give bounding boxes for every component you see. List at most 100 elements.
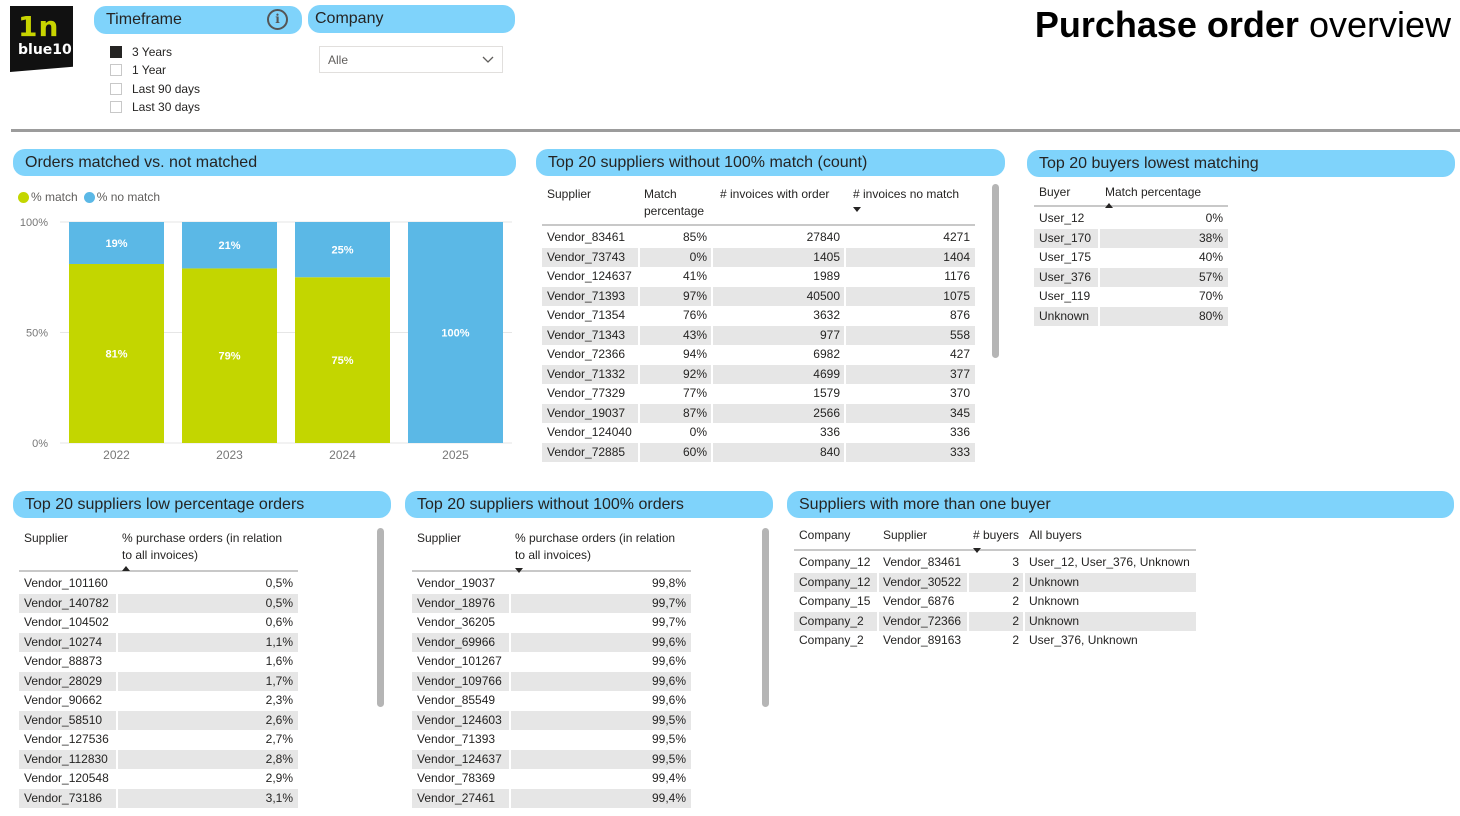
table-row[interactable]: Vendor_124040 0% 336 336 <box>542 423 975 443</box>
table-cell: 3 <box>1012 555 1019 569</box>
info-icon[interactable]: i <box>267 9 288 30</box>
timeframe-option-30-days[interactable]: Last 30 days <box>110 98 200 116</box>
table-row[interactable]: Vendor_19037 87% 2566 345 <box>542 403 975 423</box>
column-header[interactable]: # invoices no match <box>853 186 971 212</box>
table-cell: 2,8% <box>265 751 293 766</box>
table-row[interactable]: User_175 40% <box>1034 248 1228 268</box>
bar-no-match-2022[interactable] <box>69 222 164 264</box>
table-row[interactable]: Vendor_77329 77% 1579 370 <box>542 384 975 404</box>
table-row[interactable]: Vendor_27461 99,4% <box>412 788 691 808</box>
table-row[interactable]: Vendor_101160 0,5% <box>19 574 298 594</box>
table-row[interactable]: Vendor_71393 97% 40500 1075 <box>542 286 975 306</box>
sort-descending-icon[interactable] <box>973 548 981 553</box>
cell-separator <box>1023 611 1025 631</box>
legend-match-label[interactable]: % match <box>31 190 78 204</box>
bar-no-match-2023[interactable] <box>182 222 277 269</box>
table-row[interactable]: Company_12 Vendor_83461 3 User_12, User_376… <box>794 553 1196 573</box>
sort-ascending-icon[interactable] <box>122 566 130 571</box>
table-row[interactable]: Vendor_71332 92% 4699 377 <box>542 364 975 384</box>
sort-descending-icon[interactable] <box>515 568 523 573</box>
checkbox-icon[interactable] <box>110 101 122 114</box>
column-header[interactable]: % purchase orders (in relation to all in… <box>515 530 687 573</box>
table-row[interactable]: Vendor_71393 99,5% <box>412 730 691 750</box>
table-row[interactable]: Vendor_73186 3,1% <box>19 788 298 808</box>
table-cell: 99,4% <box>651 771 686 785</box>
timeframe-option-1-year[interactable]: 1 Year <box>110 61 200 79</box>
cell-separator <box>509 788 511 808</box>
column-header[interactable]: All buyers <box>1029 527 1192 544</box>
table-row[interactable]: Vendor_124637 99,5% <box>412 749 691 769</box>
table-row[interactable]: User_119 70% <box>1034 287 1228 307</box>
checkbox-icon[interactable] <box>110 82 122 95</box>
column-header[interactable]: % purchase orders (in relation to all in… <box>122 530 294 571</box>
checkbox-checked-icon[interactable] <box>110 46 122 59</box>
table-row[interactable]: Company_12 Vendor_30522 2 Unknown <box>794 572 1196 592</box>
table-row[interactable]: Vendor_71354 76% 3632 876 <box>542 306 975 326</box>
sort-ascending-icon[interactable] <box>1105 203 1113 208</box>
table-row[interactable]: User_170 38% <box>1034 228 1228 248</box>
table-row[interactable]: Vendor_36205 99,7% <box>412 613 691 633</box>
table-row[interactable]: Vendor_88873 1,6% <box>19 652 298 672</box>
table-row[interactable]: Vendor_69966 99,6% <box>412 632 691 652</box>
table-row[interactable]: Vendor_140782 0,5% <box>19 593 298 613</box>
column-header[interactable]: Supplier <box>24 530 113 547</box>
table-row[interactable]: Vendor_18976 99,7% <box>412 593 691 613</box>
cell-separator <box>1098 287 1100 307</box>
table-row[interactable]: Company_2 Vendor_89163 2 User_376, Unknown <box>794 631 1196 651</box>
table-row[interactable]: Vendor_104502 0,6% <box>19 613 298 633</box>
timeframe-option-3-years[interactable]: 3 Years <box>110 43 200 61</box>
table-cell: User_376 <box>1039 269 1092 284</box>
table-row[interactable]: Vendor_72366 94% 6982 427 <box>542 345 975 365</box>
company-dropdown[interactable]: Alle <box>319 46 503 73</box>
column-header[interactable]: Supplier <box>417 530 506 547</box>
table-row[interactable]: Vendor_124603 99,5% <box>412 710 691 730</box>
bar-match-2023[interactable] <box>182 268 277 443</box>
table-row[interactable]: Vendor_83461 85% 27840 4271 <box>542 228 975 248</box>
table-row[interactable]: Vendor_109766 99,6% <box>412 671 691 691</box>
sort-descending-icon[interactable] <box>853 207 861 212</box>
low-pct-scrollbar[interactable] <box>377 528 384 707</box>
timeframe-option-90-days[interactable]: Last 90 days <box>110 80 200 98</box>
table-row[interactable]: Vendor_85549 99,6% <box>412 691 691 711</box>
table-row[interactable]: Vendor_101267 99,6% <box>412 652 691 672</box>
without-orders-scrollbar[interactable] <box>762 528 769 707</box>
column-header[interactable]: # buyers <box>973 527 1020 553</box>
checkbox-icon[interactable] <box>110 64 122 77</box>
table-row[interactable]: Vendor_127536 2,7% <box>19 730 298 750</box>
table-row[interactable]: Vendor_124637 41% 1989 1176 <box>542 267 975 287</box>
table-row[interactable]: Vendor_58510 2,6% <box>19 710 298 730</box>
bar-no-match-2025[interactable] <box>408 222 503 443</box>
column-header[interactable]: Buyer <box>1039 184 1095 201</box>
bar-match-2022[interactable] <box>69 263 164 443</box>
table-row[interactable]: User_376 57% <box>1034 267 1228 287</box>
column-header[interactable]: # invoices with order <box>720 186 841 203</box>
table-row[interactable]: Vendor_120548 2,9% <box>19 769 298 789</box>
table-row[interactable]: Vendor_10274 1,1% <box>19 632 298 652</box>
cell-separator <box>1098 228 1100 248</box>
table-row[interactable]: Vendor_112830 2,8% <box>19 749 298 769</box>
cell-separator <box>1023 631 1025 651</box>
column-header[interactable]: Company <box>799 527 874 544</box>
table-row[interactable]: Vendor_71343 43% 977 558 <box>542 325 975 345</box>
table-row[interactable]: Vendor_73743 0% 1405 1404 <box>542 247 975 267</box>
table-cell: 4699 <box>813 366 840 381</box>
table-row[interactable]: Vendor_78369 99,4% <box>412 769 691 789</box>
table-row[interactable]: User_12 0% <box>1034 209 1228 229</box>
table-row[interactable]: Vendor_90662 2,3% <box>19 691 298 711</box>
table-row[interactable]: Vendor_72885 60% 840 333 <box>542 442 975 462</box>
company-slicer-header: Company <box>308 5 515 33</box>
table-row[interactable]: Vendor_19037 99,8% <box>412 574 691 594</box>
bar-no-match-2024[interactable] <box>295 222 390 278</box>
table-row[interactable]: Company_15 Vendor_6876 2 Unknown <box>794 592 1196 612</box>
column-header[interactable]: Match percentage <box>644 186 708 220</box>
table-row[interactable]: Company_2 Vendor_72366 2 Unknown <box>794 611 1196 631</box>
table-row[interactable]: Unknown 80% <box>1034 306 1228 326</box>
column-header[interactable]: Supplier <box>547 186 635 203</box>
table-row[interactable]: Vendor_28029 1,7% <box>19 671 298 691</box>
column-header[interactable]: Supplier <box>883 527 964 544</box>
bar-match-2024[interactable] <box>295 277 390 443</box>
legend-no-match-label[interactable]: % no match <box>96 190 161 204</box>
suppliers-count-scrollbar[interactable] <box>992 184 999 358</box>
cell-separator <box>116 652 118 672</box>
column-header[interactable]: Match percentage <box>1105 184 1224 208</box>
